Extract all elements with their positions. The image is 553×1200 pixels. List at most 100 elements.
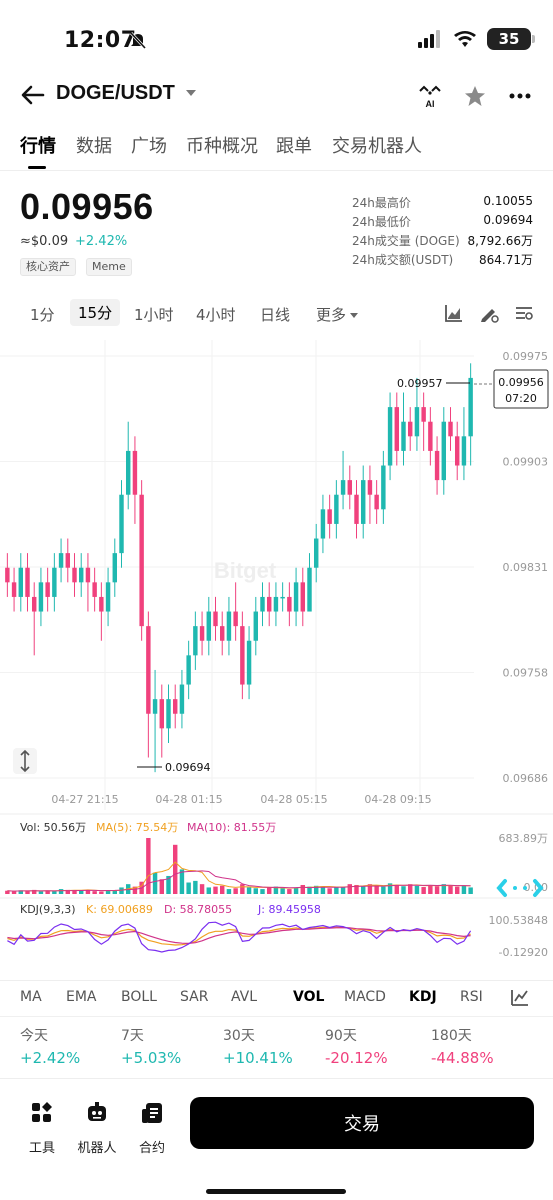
- tab-trading-bot[interactable]: 交易机器人: [332, 136, 422, 157]
- timeframe-15m[interactable]: 15分: [70, 299, 121, 326]
- volume-bar: [428, 884, 433, 894]
- indicator-sar[interactable]: SAR: [180, 989, 209, 1005]
- pair-dropdown-icon[interactable]: [186, 90, 196, 96]
- tab-coin-overview[interactable]: 币种概况: [186, 136, 258, 157]
- volume-bar: [193, 880, 198, 894]
- candle-body: [300, 582, 306, 612]
- volume-bar: [340, 886, 346, 894]
- time-axis-label: 04-28 01:15: [155, 793, 222, 806]
- indicator-settings-icon[interactable]: [510, 987, 530, 1007]
- tab-market[interactable]: 行情: [20, 136, 56, 157]
- tools-button[interactable]: 工具: [18, 1101, 66, 1156]
- kdj-k-label: K: 69.00689: [86, 903, 153, 916]
- candle-body: [273, 596, 279, 612]
- candle-body: [448, 421, 453, 437]
- volume-bar: [52, 891, 57, 894]
- chart-toggle-icon: [496, 879, 544, 897]
- indicator-rsi[interactable]: RSI: [460, 989, 483, 1005]
- volume-bar: [18, 890, 24, 894]
- back-arrow-icon[interactable]: [18, 80, 48, 110]
- kdj-axis-min: -0.12920: [499, 946, 548, 959]
- perf-value: +5.03%: [121, 1049, 182, 1067]
- chart-settings-icon[interactable]: [513, 302, 535, 324]
- volume-bar: [226, 889, 232, 894]
- candle-body: [119, 494, 124, 554]
- kline-chart-svg[interactable]: Bitget 0.09975 0.09903 0.09831 0.09758 0.0968…: [0, 340, 553, 960]
- kline-chart-area[interactable]: Bitget 0.09975 0.09903 0.09831 0.09758 0.0968…: [0, 340, 553, 960]
- perf-label: 今天: [20, 1028, 48, 1044]
- candle-body: [260, 596, 265, 612]
- indicator-avl[interactable]: AVL: [231, 989, 258, 1005]
- tab-copy-trade[interactable]: 跟单: [276, 136, 312, 157]
- volume-bar: [421, 887, 426, 894]
- timeframe-1d[interactable]: 日线: [260, 306, 291, 324]
- volume-bar: [381, 886, 386, 894]
- perf-value: +10.41%: [223, 1049, 293, 1067]
- countdown-label: 07:20: [505, 392, 537, 405]
- candle-body: [52, 567, 57, 597]
- candle-body: [354, 494, 359, 524]
- volume-bar: [105, 890, 111, 894]
- expand-vertical-icon: [20, 749, 30, 773]
- status-time: 12:07: [64, 28, 137, 53]
- time-axis-label: 04-28 09:15: [364, 793, 431, 806]
- ai-assistant-icon[interactable]: AI: [416, 82, 444, 110]
- volume-bar: [360, 886, 366, 894]
- candle-body: [193, 626, 198, 656]
- volume-bar: [461, 885, 467, 894]
- low-marker-label: 0.09694: [165, 761, 211, 774]
- candle-body: [219, 626, 225, 641]
- watermark-text: Bitget: [214, 558, 277, 583]
- candle-body: [172, 699, 178, 714]
- candle-body: [152, 699, 158, 714]
- last-price-box: [493, 369, 549, 409]
- active-tab-indicator: [28, 166, 46, 169]
- candle-body: [78, 567, 84, 583]
- indicator-boll[interactable]: BOLL: [121, 989, 157, 1005]
- indicator-macd[interactable]: MACD: [344, 989, 386, 1005]
- robot-button[interactable]: 机器人: [73, 1101, 121, 1156]
- timeframe-1h[interactable]: 1小时: [134, 306, 174, 324]
- volume-bar: [132, 886, 138, 894]
- volume-ma5-label: MA(5): 75.54万: [96, 821, 178, 834]
- candle-body: [92, 582, 97, 597]
- tag-meme[interactable]: Meme: [86, 258, 132, 276]
- divider: [0, 170, 553, 171]
- tab-square[interactable]: 广场: [131, 136, 167, 157]
- candle-body: [65, 553, 71, 568]
- chart-type-icon[interactable]: [443, 302, 465, 324]
- volume-bar: [280, 888, 285, 894]
- pair-title[interactable]: DOGE/USDT: [56, 82, 175, 104]
- contract-button[interactable]: 合约: [128, 1101, 176, 1156]
- favorite-star-icon[interactable]: [461, 82, 489, 110]
- tag-core-asset[interactable]: 核心资产: [20, 258, 76, 276]
- timeframe-selector: 1分 15分 1小时 4小时 日线 更多: [0, 298, 553, 330]
- drawing-tool-icon[interactable]: [478, 302, 500, 324]
- tools-label: 工具: [28, 1141, 55, 1156]
- indicator-ema[interactable]: EMA: [66, 989, 97, 1005]
- tab-data[interactable]: 数据: [76, 136, 112, 157]
- indicator-kdj[interactable]: KDJ: [409, 989, 437, 1005]
- more-menu-icon[interactable]: [506, 82, 534, 110]
- volume-bar: [293, 887, 299, 894]
- trade-button[interactable]: 交易: [190, 1097, 534, 1149]
- timeframe-1m[interactable]: 1分: [30, 306, 55, 324]
- volume-bar: [240, 884, 245, 894]
- volume-bar: [448, 885, 453, 894]
- volume-bar: [186, 882, 191, 894]
- volume-bar: [65, 889, 71, 894]
- perf-value: +2.42%: [20, 1049, 81, 1067]
- perf-180d: 180天 -44.88%: [431, 1025, 494, 1067]
- tools-grid-icon: [32, 1102, 52, 1122]
- candle-body: [334, 494, 339, 524]
- perf-today: 今天 +2.42%: [20, 1025, 80, 1067]
- volume-bar: [179, 869, 185, 894]
- indicator-vol[interactable]: VOL: [293, 989, 325, 1005]
- candle-body: [327, 509, 332, 524]
- candle-body: [159, 699, 165, 729]
- volume-bar: [72, 890, 77, 894]
- timeframe-4h[interactable]: 4小时: [196, 306, 236, 324]
- indicator-ma[interactable]: MA: [20, 989, 42, 1005]
- volume-bar: [414, 885, 420, 894]
- timeframe-more[interactable]: 更多: [316, 304, 359, 325]
